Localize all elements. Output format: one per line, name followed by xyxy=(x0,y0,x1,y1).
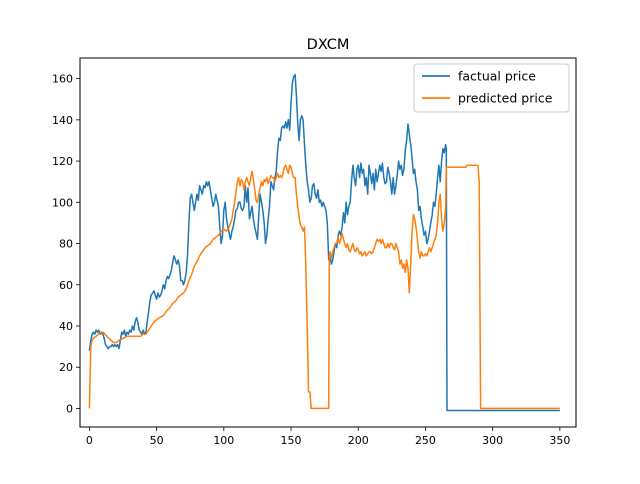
y-tick-label: 140 xyxy=(52,114,73,127)
series-line-predicted-price xyxy=(88,164,560,410)
y-tick-label: 40 xyxy=(59,320,73,333)
y-axis: 0 20 40 60 80 100 120 140 160 xyxy=(52,73,80,415)
chart-title: DXCM xyxy=(307,37,350,53)
y-tick-label: 20 xyxy=(59,361,73,374)
legend-entry-label: predicted price xyxy=(458,91,553,106)
x-tick-label: 250 xyxy=(415,434,436,447)
legend-box xyxy=(413,63,570,113)
x-tick-label: 50 xyxy=(150,434,164,447)
x-tick-label: 100 xyxy=(213,434,234,447)
y-tick-label: 0 xyxy=(66,402,73,415)
x-tick-label: 200 xyxy=(348,434,369,447)
y-tick-label: 120 xyxy=(52,155,73,168)
series-line-factual-price xyxy=(88,73,560,412)
y-tick-label: 160 xyxy=(52,73,73,86)
y-tick-label: 80 xyxy=(59,238,73,251)
x-tick-label: 0 xyxy=(86,434,93,447)
legend-entry-label: factual price xyxy=(458,69,536,84)
series-layer xyxy=(88,73,560,412)
y-tick-label: 100 xyxy=(52,196,73,209)
x-axis: 0 50 100 150 200 250 300 350 xyxy=(86,427,570,447)
y-tick-label: 60 xyxy=(59,279,73,292)
x-tick-label: 350 xyxy=(549,434,570,447)
x-tick-label: 150 xyxy=(281,434,302,447)
plot-frame xyxy=(79,57,577,428)
legend: factual price predicted price xyxy=(413,63,570,113)
x-tick-label: 300 xyxy=(482,434,503,447)
